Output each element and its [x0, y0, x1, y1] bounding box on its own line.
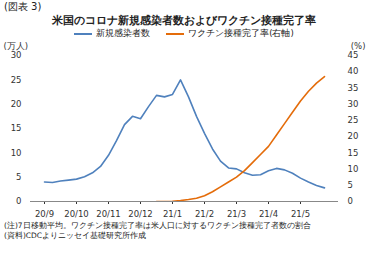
svg-text:45: 45 [348, 50, 359, 60]
svg-text:21/5: 21/5 [291, 209, 310, 219]
svg-text:0: 0 [348, 196, 353, 206]
svg-text:35: 35 [348, 83, 359, 93]
svg-text:(%): (%) [351, 41, 366, 51]
svg-text:21/1: 21/1 [163, 209, 182, 219]
svg-text:21/2: 21/2 [195, 209, 214, 219]
svg-text:10: 10 [11, 148, 22, 158]
svg-text:20: 20 [348, 131, 359, 141]
html-text:(注)7日移動平均。ワクチン接種完了率は米人口に対するワクチ: (注)7日移動平均。ワクチン接種完了率は米人口に対するワクチン接種完了者数の割合 [4, 221, 311, 230]
svg-text:20/12: 20/12 [128, 209, 153, 219]
html-text:米国のコロナ新規感染者数およびワクチン接種完了率: 米国のコロナ新規感染者数およびワクチン接種完了率 [52, 14, 316, 26]
svg-text:20/9: 20/9 [35, 209, 54, 219]
html-text:(資料)CDCよりニッセイ基礎研究所作成: (資料)CDCよりニッセイ基礎研究所作成 [4, 231, 147, 240]
svg-text:40: 40 [348, 66, 359, 76]
svg-text:5: 5 [16, 172, 21, 182]
svg-text:21/4: 21/4 [259, 209, 278, 219]
svg-text:21/3: 21/3 [227, 209, 246, 219]
html-text:ワクチン接種完了率(右軸): ワクチン接種完了率(右軸) [188, 28, 294, 38]
svg-text:25: 25 [11, 75, 22, 85]
svg-text:15: 15 [348, 148, 359, 158]
svg-text:25: 25 [348, 115, 359, 125]
svg-text:15: 15 [11, 123, 22, 133]
svg-text:10: 10 [348, 164, 359, 174]
svg-text:5: 5 [348, 180, 353, 190]
svg-text:20/11: 20/11 [96, 209, 121, 219]
svg-text:30: 30 [11, 50, 22, 60]
svg-text:20: 20 [11, 99, 22, 109]
svg-text:0: 0 [16, 196, 21, 206]
svg-text:30: 30 [348, 99, 359, 109]
html-text:新規感染者数: 新規感染者数 [96, 28, 151, 38]
html-text:(図表 3): (図表 3) [4, 1, 42, 12]
svg-text:20/10: 20/10 [64, 209, 89, 219]
svg-text:(万人): (万人) [4, 41, 29, 51]
